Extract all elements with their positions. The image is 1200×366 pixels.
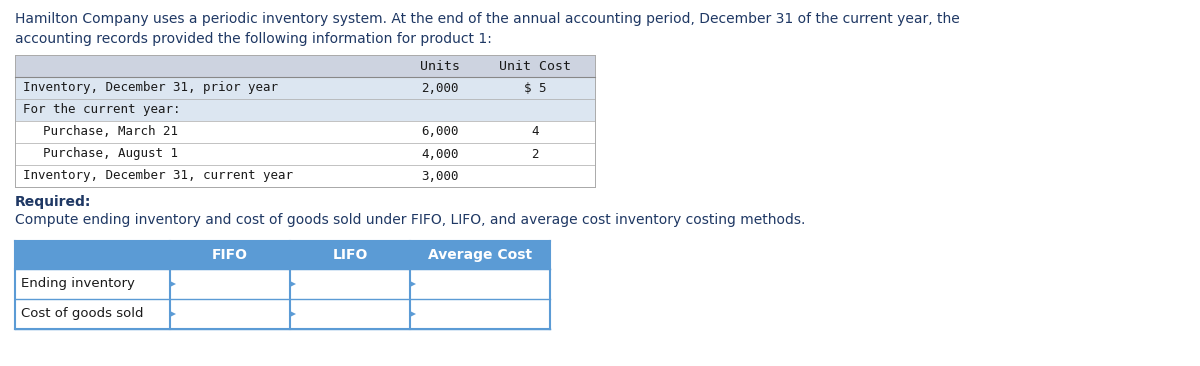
Text: For the current year:: For the current year: — [23, 104, 180, 116]
Text: Units: Units — [420, 60, 460, 72]
Text: 4,000: 4,000 — [421, 147, 458, 161]
Text: Average Cost: Average Cost — [428, 248, 532, 262]
Text: Cost of goods sold: Cost of goods sold — [22, 307, 144, 321]
Text: Purchase, March 21: Purchase, March 21 — [43, 126, 178, 138]
Text: Inventory, December 31, current year: Inventory, December 31, current year — [23, 169, 293, 183]
Text: accounting records provided the following information for product 1:: accounting records provided the followin… — [14, 32, 492, 46]
Text: Ending inventory: Ending inventory — [22, 277, 134, 291]
Text: 6,000: 6,000 — [421, 126, 458, 138]
Text: Required:: Required: — [14, 195, 91, 209]
Text: 2,000: 2,000 — [421, 82, 458, 94]
Text: Unit Cost: Unit Cost — [499, 60, 571, 72]
Text: Inventory, December 31, prior year: Inventory, December 31, prior year — [23, 82, 278, 94]
Text: 4: 4 — [532, 126, 539, 138]
Text: 2: 2 — [532, 147, 539, 161]
Text: LIFO: LIFO — [332, 248, 367, 262]
Text: Compute ending inventory and cost of goods sold under FIFO, LIFO, and average co: Compute ending inventory and cost of goo… — [14, 213, 805, 227]
Text: FIFO: FIFO — [212, 248, 248, 262]
Text: $ 5: $ 5 — [523, 82, 546, 94]
Text: Hamilton Company uses a periodic inventory system. At the end of the annual acco: Hamilton Company uses a periodic invento… — [14, 12, 960, 26]
Text: Purchase, August 1: Purchase, August 1 — [43, 147, 178, 161]
Text: 3,000: 3,000 — [421, 169, 458, 183]
